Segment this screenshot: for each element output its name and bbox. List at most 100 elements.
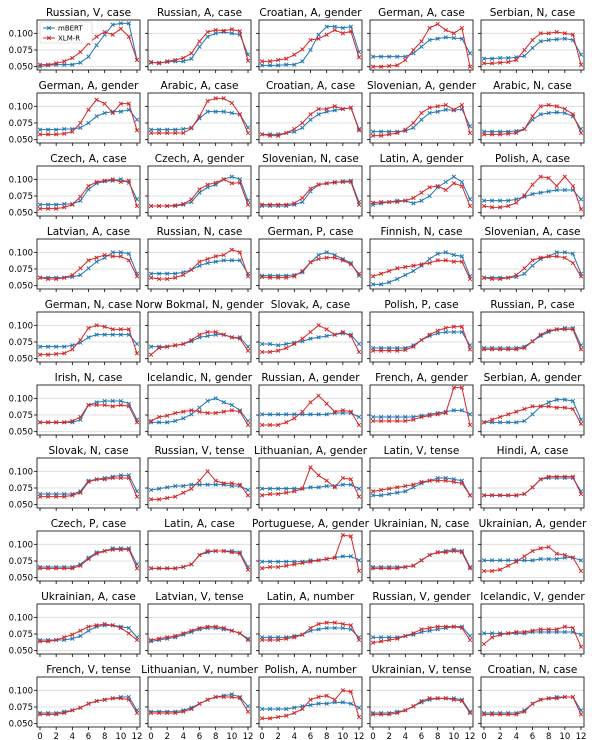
data-point-xlmr — [419, 110, 424, 116]
panel-title: German, N, case — [45, 299, 132, 311]
data-point-mbert — [308, 336, 313, 341]
axes-frame — [36, 603, 141, 655]
data-point-mbert — [94, 114, 99, 119]
data-point-mbert — [70, 636, 75, 641]
data-point-mbert — [514, 558, 519, 563]
data-point-xlmr — [578, 644, 584, 649]
data-point-xlmr — [292, 126, 297, 132]
data-point-xlmr — [45, 276, 51, 282]
data-point-xlmr — [419, 39, 424, 44]
data-point-mbert — [498, 558, 503, 563]
data-point-mbert — [134, 117, 140, 122]
panel-title: French, V, tense — [46, 664, 131, 676]
data-point-xlmr — [267, 59, 273, 64]
data-point-mbert — [387, 491, 392, 497]
data-point-mbert — [205, 482, 210, 487]
data-point-mbert — [259, 341, 265, 347]
data-point-mbert — [395, 276, 400, 282]
data-point-xlmr — [378, 566, 384, 571]
x-tick-label: 4 — [403, 732, 408, 740]
data-point-xlmr — [514, 712, 519, 717]
data-point-mbert — [110, 332, 115, 337]
data-point-mbert — [134, 341, 140, 347]
data-point-xlmr — [292, 635, 297, 640]
data-point-xlmr — [197, 114, 202, 119]
data-point-mbert — [378, 635, 384, 640]
data-point-xlmr — [530, 404, 535, 409]
data-point-xlmr — [411, 631, 416, 636]
data-point-mbert — [189, 412, 194, 417]
data-point-xlmr — [245, 274, 251, 279]
data-point-xlmr — [78, 563, 83, 568]
data-point-mbert — [78, 198, 83, 203]
data-point-xlmr — [522, 345, 527, 351]
data-point-xlmr — [562, 474, 567, 479]
data-point-xlmr — [86, 479, 91, 485]
data-point-mbert — [300, 125, 305, 130]
data-point-xlmr — [340, 31, 345, 36]
data-point-mbert — [387, 280, 392, 285]
series-line-xlmr — [483, 175, 582, 210]
data-point-xlmr — [378, 712, 384, 717]
data-point-xlmr — [292, 416, 297, 421]
data-point-xlmr — [102, 697, 107, 702]
data-point-xlmr — [54, 61, 59, 66]
data-point-mbert — [316, 32, 321, 37]
data-point-mbert — [221, 109, 226, 114]
data-point-mbert — [467, 633, 473, 639]
x-tick-label: 10 — [226, 732, 237, 740]
data-point-xlmr — [411, 195, 416, 201]
data-point-xlmr — [340, 106, 345, 112]
data-point-xlmr — [411, 563, 416, 568]
data-point-xlmr — [94, 179, 99, 185]
panel-title: Serbian, A, gender — [484, 372, 583, 384]
data-point-xlmr — [562, 624, 567, 629]
data-point-mbert — [316, 627, 321, 632]
panel: Ukrainian, A, gender — [478, 518, 587, 584]
data-point-mbert — [506, 198, 511, 203]
data-point-xlmr — [229, 27, 234, 32]
panel-title: Hindi, A, case — [497, 445, 569, 457]
data-point-xlmr — [78, 120, 83, 126]
data-point-mbert — [419, 700, 424, 705]
x-tick-label: 10 — [559, 732, 570, 740]
data-point-xlmr — [189, 197, 194, 202]
data-point-xlmr — [554, 183, 559, 189]
data-point-xlmr — [514, 347, 519, 352]
data-point-xlmr — [189, 628, 194, 633]
data-point-xlmr — [62, 494, 67, 499]
data-point-xlmr — [237, 336, 243, 341]
panel-title: Polish, A, case — [495, 153, 570, 165]
data-point-xlmr — [481, 275, 487, 280]
data-point-xlmr — [148, 275, 154, 280]
data-point-xlmr — [370, 640, 376, 645]
data-point-mbert — [522, 708, 527, 713]
panel-title: Slovenian, A, case — [484, 226, 580, 238]
x-tick-label: 10 — [448, 732, 459, 740]
y-tick-label: 0.100 — [9, 394, 33, 404]
legend-marker — [46, 25, 52, 31]
data-point-xlmr — [245, 202, 251, 207]
data-point-xlmr — [378, 418, 384, 424]
data-point-xlmr — [435, 696, 440, 701]
data-point-mbert — [102, 398, 107, 404]
data-point-xlmr — [427, 696, 432, 701]
data-point-xlmr — [292, 341, 297, 347]
data-point-xlmr — [181, 272, 186, 278]
panel: German, P, case — [256, 226, 363, 292]
data-point-mbert — [467, 412, 473, 417]
data-point-xlmr — [205, 256, 210, 262]
data-point-xlmr — [78, 628, 83, 633]
data-point-xlmr — [498, 347, 503, 352]
data-point-xlmr — [86, 325, 91, 331]
panel-title: Latvian, A, case — [47, 226, 130, 238]
axes-frame — [36, 676, 141, 728]
data-point-xlmr — [427, 413, 432, 418]
data-point-xlmr — [110, 623, 115, 628]
data-point-mbert — [213, 482, 218, 487]
data-point-xlmr — [324, 327, 329, 332]
data-point-xlmr — [308, 260, 313, 265]
data-point-xlmr — [562, 255, 567, 260]
data-point-xlmr — [197, 187, 202, 192]
data-point-mbert — [348, 554, 354, 559]
